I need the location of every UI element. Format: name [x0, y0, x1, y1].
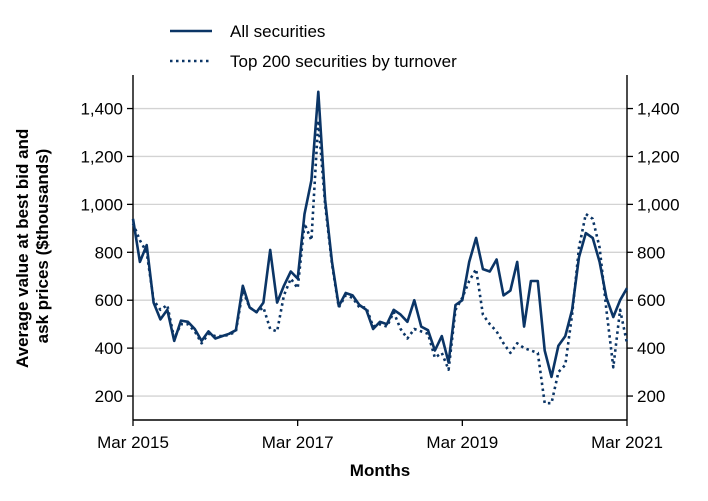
y-tick-label-right: 1,000 — [637, 195, 680, 214]
y-tick-label-right: 200 — [637, 387, 665, 406]
y-tick-label-left: 1,000 — [80, 195, 123, 214]
x-tick-label: Mar 2021 — [591, 433, 663, 452]
y-tick-label-right: 1,400 — [637, 100, 680, 119]
axes: 200 200 400 400 600 600 800 800 1,000 1,000 1,200 1… — [80, 75, 680, 452]
y-axis-label-line2: ask prices ($thousands) — [33, 149, 52, 344]
x-tick-label: Mar 2019 — [426, 433, 498, 452]
legend: All securities Top 200 securities by tur… — [170, 22, 457, 71]
x-tick-label: Mar 2017 — [262, 433, 334, 452]
y-tick-label-left: 200 — [95, 387, 123, 406]
x-axis-label: Months — [350, 461, 410, 480]
gridlines — [133, 107, 627, 397]
y-tick-label-left: 400 — [95, 339, 123, 358]
y-tick-label-right: 1,200 — [637, 147, 680, 166]
legend-label-all-securities: All securities — [230, 22, 325, 41]
y-tick-label-left: 600 — [95, 291, 123, 310]
y-tick-label-left: 800 — [95, 243, 123, 262]
x-tick-label: Mar 2015 — [97, 433, 169, 452]
series-line-top-200 — [131, 119, 629, 405]
series-lines — [131, 90, 629, 405]
y-tick-label-left: 1,200 — [80, 147, 123, 166]
y-axis-label-line1: Average value at best bid and — [13, 129, 32, 368]
y-tick-label-right: 400 — [637, 339, 665, 358]
y-axis-label: Average value at best bid and ask prices… — [13, 124, 52, 368]
series-line-all-securities — [131, 90, 629, 379]
y-tick-label-right: 800 — [637, 243, 665, 262]
y-tick-label-right: 600 — [637, 291, 665, 310]
y-tick-label-left: 1,400 — [80, 100, 123, 119]
legend-label-top-200: Top 200 securities by turnover — [230, 52, 457, 71]
